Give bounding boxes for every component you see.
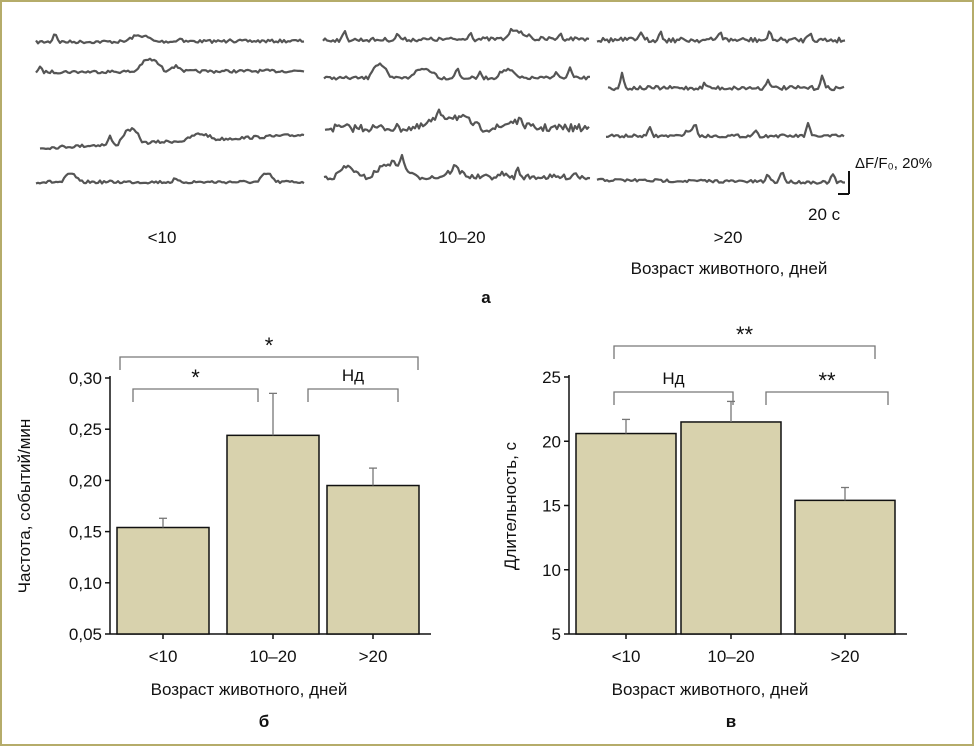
bar-1 <box>116 526 210 635</box>
x-tick-label-3: >20 <box>359 647 388 666</box>
significance-bracket-1 <box>613 391 734 405</box>
significance-label-3: * <box>265 333 274 358</box>
y-axis-label: Частота, событий/мин <box>15 419 34 594</box>
panel-a-xlabel: Возраст животного, дней <box>631 259 828 278</box>
y-tick-label: 0,15 <box>69 523 102 542</box>
significance-bracket-3 <box>119 356 419 370</box>
y-tick-label: 0,10 <box>69 574 102 593</box>
bar-2 <box>226 434 320 635</box>
y-tick-label: 25 <box>542 368 561 387</box>
panel-a-letter: а <box>481 288 491 307</box>
significance-label-2: ** <box>818 368 836 393</box>
fluorescence-trace-11 <box>605 121 845 139</box>
significance-bracket-2 <box>307 388 399 402</box>
fluorescence-trace-1 <box>35 33 305 45</box>
significance-label-1: Нд <box>662 369 684 388</box>
y-tick-label: 5 <box>552 625 561 644</box>
fluorescence-trace-8 <box>323 153 591 181</box>
fluorescence-trace-12 <box>596 171 845 185</box>
x-tick-label-1: <10 <box>612 647 641 666</box>
x-tick-label-2: 10–20 <box>707 647 754 666</box>
group-label-a-3: >20 <box>714 228 743 247</box>
x-axis-label: Возраст животного, дней <box>612 680 809 699</box>
significance-label-3: ** <box>736 322 754 347</box>
bar-3 <box>326 484 420 635</box>
significance-label-2: Нд <box>342 366 364 385</box>
panel-letter: б <box>259 712 270 731</box>
x-tick-label-3: >20 <box>831 647 860 666</box>
fluorescence-trace-5 <box>322 27 590 43</box>
fluorescence-trace-4 <box>35 172 305 185</box>
significance-bracket-1 <box>132 388 259 402</box>
scalebar-x-label: 20 с <box>808 205 841 224</box>
chart-б: 0,05 0,10 0,15 0,20 0,25 0,30 <10 10–20 >20 Часто… <box>15 333 431 731</box>
significance-label-1: * <box>191 365 200 390</box>
chart-в: 5 10 15 20 25 <10 10–20 >20 Длительность, с Возра… <box>501 322 907 731</box>
group-label-a-2: 10–20 <box>438 228 485 247</box>
y-tick-label: 15 <box>542 497 561 516</box>
y-tick-label: 20 <box>542 432 561 451</box>
y-tick-label: 0,20 <box>69 471 102 490</box>
significance-bracket-2 <box>765 391 889 405</box>
fluorescence-trace-7 <box>324 108 590 133</box>
y-tick-label: 10 <box>542 561 561 580</box>
y-axis-label: Длительность, с <box>501 441 520 570</box>
y-tick-label: 0,30 <box>69 369 102 388</box>
y-tick-label: 0,05 <box>69 625 102 644</box>
fluorescence-trace-10 <box>607 71 845 92</box>
fluorescence-trace-2 <box>35 57 305 75</box>
fluorescence-trace-9 <box>596 30 846 44</box>
x-tick-label-2: 10–20 <box>249 647 296 666</box>
fluorescence-trace-6 <box>323 62 590 81</box>
bar-3 <box>794 499 896 635</box>
bar-2 <box>680 421 782 635</box>
bar-1 <box>575 432 677 635</box>
panel-letter: в <box>726 712 736 731</box>
group-label-a-1: <10 <box>148 228 177 247</box>
x-tick-label-1: <10 <box>149 647 178 666</box>
scalebar-y-label: ΔF/F₀, 20% <box>855 155 932 172</box>
y-tick-label: 0,25 <box>69 420 102 439</box>
x-axis-label: Возраст животного, дней <box>151 680 348 699</box>
fluorescence-trace-3 <box>39 127 305 151</box>
significance-bracket-3 <box>613 345 876 359</box>
